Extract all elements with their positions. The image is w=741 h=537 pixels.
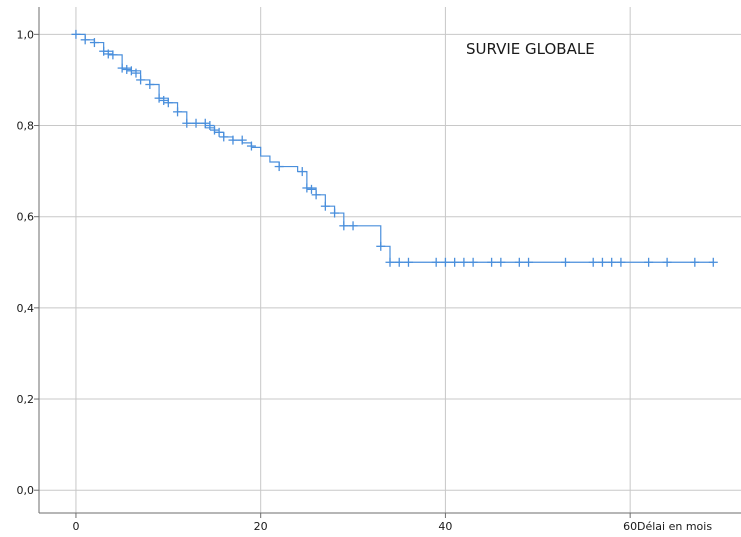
- censor-mark: [131, 68, 141, 78]
- censor-mark: [450, 257, 460, 267]
- censor-mark: [561, 257, 570, 267]
- censor-mark: [182, 118, 192, 128]
- censor-mark: [163, 98, 173, 108]
- censor-mark: [348, 221, 358, 231]
- censor-mark: [690, 257, 700, 267]
- censor-mark: [376, 241, 386, 251]
- y-tick-label: 0,2: [17, 393, 35, 406]
- censor-mark: [468, 257, 478, 267]
- censor-mark: [431, 257, 441, 267]
- censor-mark: [302, 183, 312, 193]
- censor-mark: [89, 38, 99, 48]
- y-tick-label: 0,6: [17, 211, 35, 224]
- censor-mark: [662, 257, 672, 267]
- censor-mark: [311, 190, 321, 200]
- censor-mark: [607, 257, 617, 267]
- censor-mark: [108, 50, 118, 60]
- censor-mark: [524, 257, 534, 267]
- x-tick-label: 0: [72, 520, 79, 533]
- censor-mark: [80, 35, 90, 45]
- censor-mark: [385, 257, 395, 267]
- censor-mark: [136, 75, 146, 85]
- censor-mark: [246, 141, 256, 151]
- censor-mark: [616, 257, 626, 267]
- censor-mark: [320, 201, 330, 211]
- censor-mark: [117, 63, 127, 73]
- censor-mark: [597, 257, 607, 267]
- y-tick-label: 1,0: [17, 28, 35, 41]
- x-tick-label: 20: [254, 520, 268, 533]
- censor-mark: [71, 29, 81, 39]
- censor-mark: [191, 118, 201, 128]
- horizontal-gridlines: [39, 33, 741, 491]
- censor-mark: [237, 135, 247, 145]
- censor-mark: [145, 79, 155, 89]
- censor-mark: [514, 257, 524, 267]
- y-axis-ticks: 0,0 0,2 0,4 0,6 0,8 1,0: [17, 28, 39, 497]
- y-tick-label: 0,0: [17, 484, 35, 497]
- censor-mark: [122, 64, 132, 74]
- chart-title: SURVIE GLOBALE: [466, 40, 595, 58]
- censor-mark: [440, 257, 450, 267]
- censor-mark: [394, 257, 404, 267]
- censor-mark: [403, 257, 413, 267]
- censor-mark: [205, 121, 215, 131]
- censor-mark: [159, 95, 169, 105]
- y-tick-label: 0,8: [17, 120, 35, 133]
- survival-series: [71, 29, 718, 267]
- y-tick-label: 0,4: [17, 302, 35, 315]
- censor-mark: [339, 221, 349, 231]
- censor-mark: [214, 127, 224, 137]
- x-axis-label: Délai en mois: [637, 520, 712, 533]
- x-tick-label: 60: [623, 520, 637, 533]
- x-tick-label: 40: [438, 520, 452, 533]
- x-axis-ticks: 0 20 40 60: [72, 513, 637, 533]
- censor-mark: [487, 257, 497, 267]
- censor-mark: [219, 132, 229, 142]
- censor-mark: [126, 66, 136, 76]
- censor-mark: [103, 49, 113, 59]
- censor-mark: [708, 257, 718, 267]
- censor-mark: [306, 184, 316, 194]
- censor-mark: [496, 257, 506, 267]
- censor-mark: [644, 257, 654, 267]
- censor-mark: [297, 167, 307, 177]
- censor-mark: [228, 135, 238, 145]
- censor-mark: [154, 93, 164, 103]
- censor-mark: [459, 257, 469, 267]
- censor-mark: [274, 162, 284, 172]
- censor-mark: [588, 257, 598, 267]
- censor-mark: [330, 208, 340, 218]
- censor-mark: [173, 107, 183, 117]
- censor-mark: [200, 118, 210, 128]
- censor-mark: [99, 46, 109, 56]
- censor-mark: [210, 125, 219, 135]
